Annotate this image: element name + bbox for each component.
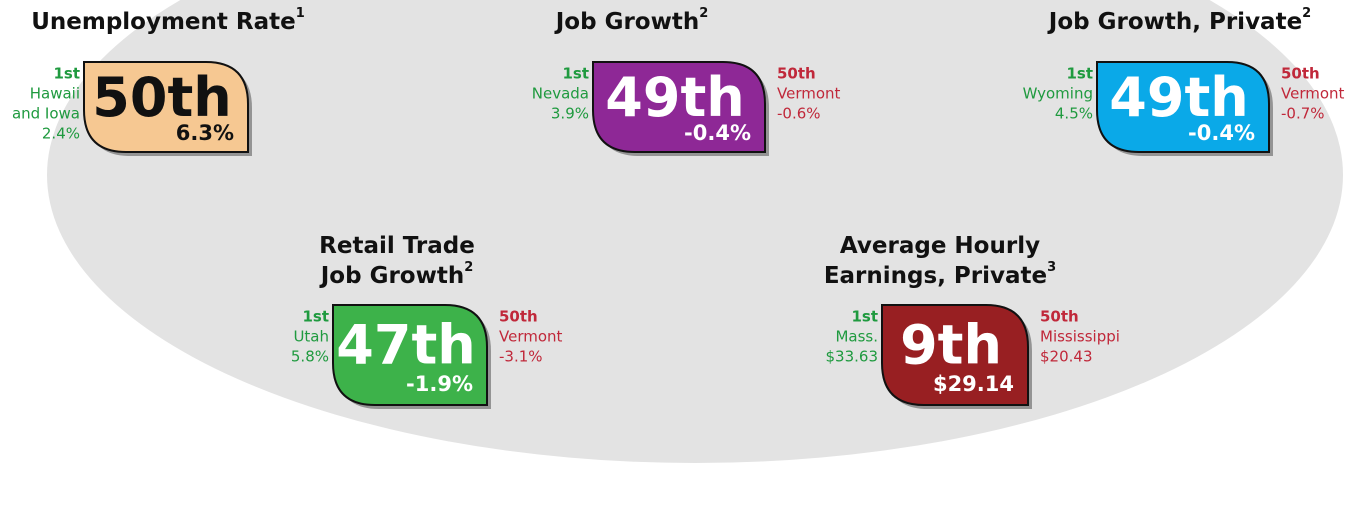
footnote-mark: 2 bbox=[464, 260, 473, 275]
rank-value: -0.4% bbox=[684, 121, 751, 145]
footnote-mark: 3 bbox=[1047, 260, 1056, 275]
rank-value: -0.4% bbox=[1188, 121, 1255, 145]
rank-value: 6.3% bbox=[176, 121, 234, 145]
state-value: 3.9% bbox=[551, 105, 589, 123]
worst-state: 50th Vermont -0.6% bbox=[777, 65, 841, 123]
state-name: Nevada bbox=[532, 85, 589, 103]
badge bbox=[881, 304, 1029, 406]
state-value: -0.6% bbox=[777, 105, 821, 123]
rank: 50th bbox=[92, 66, 231, 129]
rank-value: -1.9% bbox=[406, 372, 473, 396]
state-rank: 1st bbox=[1066, 65, 1093, 83]
state-name: Mississippi bbox=[1040, 328, 1120, 346]
state-name: Vermont bbox=[1281, 85, 1345, 103]
panel-title: Unemployment Rate1 bbox=[31, 6, 305, 35]
worst-state: 50th Vermont -0.7% bbox=[1281, 65, 1345, 123]
panel-title: Job Growth2 bbox=[319, 260, 474, 289]
footnote-mark: 1 bbox=[296, 6, 305, 21]
panel-title: Job Growth, Private2 bbox=[1047, 6, 1311, 35]
state-value: -3.1% bbox=[499, 348, 543, 366]
best-state: 1st Nevada 3.9% bbox=[532, 65, 589, 123]
title-text: Job Growth bbox=[554, 9, 699, 35]
state-rank: 50th bbox=[1040, 308, 1079, 326]
rank-value: $29.14 bbox=[933, 372, 1014, 396]
title-text: Retail Trade bbox=[319, 233, 475, 259]
panel-title: Retail Trade bbox=[319, 233, 475, 259]
rank: 49th bbox=[605, 66, 744, 129]
title-text: Average Hourly bbox=[840, 233, 1040, 259]
state-name: Vermont bbox=[499, 328, 563, 346]
title-text: Unemployment Rate bbox=[31, 9, 296, 35]
state-rank: 50th bbox=[1281, 65, 1320, 83]
rank: 49th bbox=[1109, 66, 1248, 129]
state-name: Vermont bbox=[777, 85, 841, 103]
footnote-mark: 2 bbox=[699, 6, 708, 21]
state-name: Mass. bbox=[835, 328, 878, 346]
title-text: Job Growth bbox=[319, 263, 464, 289]
rank: 9th bbox=[900, 314, 1002, 377]
state-value: 4.5% bbox=[1055, 105, 1093, 123]
state-name: Wyoming bbox=[1023, 85, 1093, 103]
best-state: 1st Mass. $33.63 bbox=[826, 308, 879, 366]
badge bbox=[1096, 61, 1270, 153]
best-state: 1st Utah 5.8% bbox=[291, 308, 329, 366]
best-state: 1st Wyoming 4.5% bbox=[1023, 65, 1093, 123]
badge bbox=[592, 61, 766, 153]
state-name: Utah bbox=[293, 328, 329, 346]
state-name: and Iowa bbox=[12, 105, 80, 123]
state-rank: 1st bbox=[562, 65, 589, 83]
state-value: $20.43 bbox=[1040, 348, 1093, 366]
badge bbox=[332, 304, 488, 406]
state-rank: 50th bbox=[777, 65, 816, 83]
panel-title: Job Growth2 bbox=[554, 6, 709, 35]
state-rank: 1st bbox=[851, 308, 878, 326]
worst-state: 50th Mississippi $20.43 bbox=[1040, 308, 1120, 366]
title-text: Earnings, Private bbox=[824, 263, 1047, 289]
state-rank: 50th bbox=[499, 308, 538, 326]
state-value: -0.7% bbox=[1281, 105, 1325, 123]
footnote-mark: 2 bbox=[1302, 6, 1311, 21]
badge bbox=[83, 61, 249, 153]
panel-title: Earnings, Private3 bbox=[824, 260, 1056, 289]
panel-title: Average Hourly bbox=[840, 233, 1040, 259]
state-rank: 1st bbox=[302, 308, 329, 326]
state-value: 5.8% bbox=[291, 348, 329, 366]
rank: 47th bbox=[336, 314, 475, 377]
title-text: Job Growth, Private bbox=[1047, 9, 1302, 35]
best-state: 1st Hawaii and Iowa 2.4% bbox=[12, 65, 80, 143]
state-rank: 1st bbox=[53, 65, 80, 83]
state-name: Hawaii bbox=[30, 85, 80, 103]
state-value: $33.63 bbox=[826, 348, 879, 366]
worst-state: 50th Vermont -3.1% bbox=[499, 308, 563, 366]
state-value: 2.4% bbox=[42, 125, 80, 143]
